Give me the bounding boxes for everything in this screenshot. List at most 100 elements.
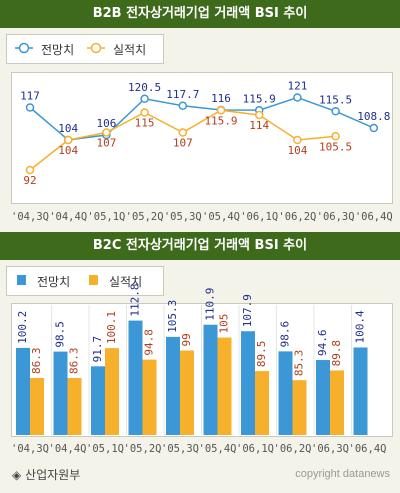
b2b-x-tick-label: '05,1Q — [87, 211, 125, 223]
b2c-legend: 전망치 실적치 — [6, 266, 164, 296]
b2b-point — [254, 110, 264, 120]
b2b-point — [25, 165, 35, 175]
b2c-x-tick-label: '06,1Q — [236, 443, 274, 455]
source-note: ◈ 산업자원부 — [12, 468, 81, 482]
b2c-legend-actual-swatch — [89, 275, 98, 285]
b2b-x-tick-label: '05,3Q — [164, 211, 202, 223]
b2b-line-chart: 117 104 106 120.5 117.7 116 115.9 121 115.5 108.8… — [11, 80, 393, 224]
b2b-legend-actual-label: 실적치 — [113, 43, 147, 57]
b2c-data-label: 86.3 — [30, 348, 43, 375]
b2c-data-label: 94.6 — [316, 330, 329, 357]
copyright-note: copyright datanews — [295, 468, 390, 480]
b2c-bar — [203, 324, 218, 435]
b2b-x-tick-label: '04,3Q — [11, 211, 49, 223]
b2c-data-label: 107.9 — [241, 294, 254, 327]
b2c-x-tick-label: '06,4Q — [349, 443, 387, 455]
b2c-bar — [180, 350, 194, 435]
b2b-point — [25, 103, 35, 112]
b2c-x-tick-label: '05,1Q — [86, 443, 124, 455]
b2c-legend-forecast-swatch — [17, 275, 26, 285]
b2c-bar — [353, 347, 368, 435]
b2b-legend: 전망치 실적치 — [6, 34, 164, 64]
b2b-point — [178, 101, 188, 110]
b2b-chart-title: B2B 전자상거래기업 거래액 BSI 추이 — [0, 0, 400, 28]
b2c-x-tick-label: '05,3Q — [161, 443, 199, 455]
b2c-bar — [105, 348, 119, 435]
b2b-data-label: 108.8 — [357, 110, 390, 123]
b2b-series-line-0 — [29, 96, 375, 141]
b2b-data-label: 115.9 — [243, 92, 276, 105]
b2c-x-tick-label: '05,4Q — [199, 443, 237, 455]
b2c-x-tick-label: '05,2Q — [124, 443, 162, 455]
b2b-x-tick-label: '04,4Q — [49, 211, 87, 223]
b2b-point — [331, 132, 340, 141]
b2b-data-label: 120.5 — [128, 81, 161, 94]
b2c-x-tick-label: '04,3Q — [11, 443, 49, 455]
b2b-data-label: 115.5 — [319, 93, 352, 106]
b2b-data-label: 104 — [287, 144, 307, 157]
b2c-bar — [316, 360, 330, 435]
b2c-bar — [330, 370, 344, 435]
b2c-bar — [16, 347, 30, 435]
b2b-point — [140, 94, 149, 103]
b2b-data-label: 105.5 — [319, 140, 352, 153]
b2c-x-tick-label: '06,2Q — [274, 443, 312, 455]
b2c-bar — [255, 371, 269, 435]
b2b-data-label: 106 — [96, 117, 116, 130]
b2b-data-label: 121 — [287, 80, 307, 93]
b2c-bar — [292, 380, 307, 435]
b2b-legend-actual-marker — [90, 42, 102, 54]
b2b-data-label: 92 — [23, 174, 36, 187]
b2c-data-label: 100.2 — [16, 311, 29, 344]
b2b-data-label: 117 — [20, 90, 40, 103]
b2c-bar — [67, 378, 82, 435]
b2c-data-label: 100.4 — [354, 310, 367, 343]
b2c-legend-actual-label: 실적치 — [109, 275, 143, 289]
b2b-point — [63, 135, 73, 145]
b2b-point — [369, 123, 379, 133]
b2b-point — [293, 135, 302, 145]
b2c-data-label: 94.8 — [143, 329, 156, 356]
b2c-data-label: 86.3 — [68, 348, 81, 375]
b2c-bar — [166, 336, 180, 435]
b2c-data-label: 99 — [180, 333, 193, 346]
b2c-bar — [53, 351, 68, 435]
b2c-bar — [278, 351, 293, 435]
b2b-x-tick-label: '06,1Q — [240, 211, 278, 223]
b2b-data-label: 104 — [58, 144, 78, 157]
b2c-bar — [128, 320, 143, 435]
b2c-data-label: 112.8 — [129, 283, 142, 316]
b2c-data-label: 89.5 — [255, 341, 268, 368]
b2c-data-label: 105 — [218, 314, 231, 334]
b2c-data-label: 89.8 — [330, 340, 343, 367]
b2c-legend-forecast-label: 전망치 — [37, 275, 71, 289]
b2b-data-label: 107 — [173, 137, 193, 150]
b2b-x-tick-label: '06,2Q — [278, 211, 316, 223]
b2b-point — [140, 108, 149, 117]
b2b-data-label: 115.9 — [204, 114, 237, 127]
b2c-x-tick-label: '04,4Q — [49, 443, 87, 455]
b2c-data-label: 98.5 — [54, 321, 67, 348]
b2b-data-label: 115 — [135, 117, 155, 130]
b2b-point — [331, 107, 340, 116]
b2b-x-tick-label: '05,2Q — [126, 211, 164, 223]
b2b-x-tick-label: '05,4Q — [202, 211, 240, 223]
b2b-data-label: 116 — [211, 92, 231, 105]
b2c-bar — [30, 378, 44, 435]
b2b-data-label: 104 — [58, 122, 78, 135]
b2b-point — [102, 128, 111, 137]
b2b-data-label: 107 — [96, 137, 116, 150]
b2b-x-tick-label: '06,4Q — [355, 211, 393, 223]
b2c-bar — [217, 337, 232, 435]
b2c-data-label: 110.9 — [204, 288, 217, 321]
b2c-bar — [142, 359, 157, 435]
b2b-point — [216, 106, 226, 115]
b2b-data-label: 117.7 — [166, 88, 199, 101]
b2c-data-label: 85.3 — [293, 350, 306, 377]
b2c-x-tick-label: '06,3Q — [311, 443, 349, 455]
b2c-data-label: 105.3 — [166, 300, 179, 333]
b2c-data-label: 91.7 — [91, 336, 104, 363]
b2c-bar — [241, 331, 255, 435]
b2c-data-label: 100.1 — [105, 311, 118, 344]
